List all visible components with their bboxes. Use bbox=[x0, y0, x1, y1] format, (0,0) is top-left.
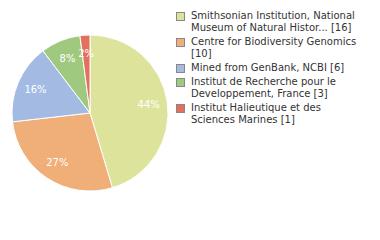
svg-text:16%: 16% bbox=[24, 84, 46, 95]
html-text:Institut de Recherche pour le: Institut de Recherche pour le Developpem… bbox=[191, 76, 336, 99]
html-text:Mined from GenBank, NCBI [6]: Mined from GenBank, NCBI [6] bbox=[191, 62, 345, 73]
svg-text:2%: 2% bbox=[78, 48, 94, 59]
svg-text:44%: 44% bbox=[138, 99, 160, 110]
svg-text:8%: 8% bbox=[60, 53, 76, 64]
html-text:Institut Halieutique et des Sc: Institut Halieutique et des Sciences Mar… bbox=[191, 102, 321, 125]
svg-text:27%: 27% bbox=[46, 157, 68, 168]
html-text:Centre for Biodiversity Genomi: Centre for Biodiversity Genomics [10] bbox=[191, 36, 357, 59]
html-text:Smithsonian Institution, Natio: Smithsonian Institution, National Museum… bbox=[191, 10, 355, 33]
